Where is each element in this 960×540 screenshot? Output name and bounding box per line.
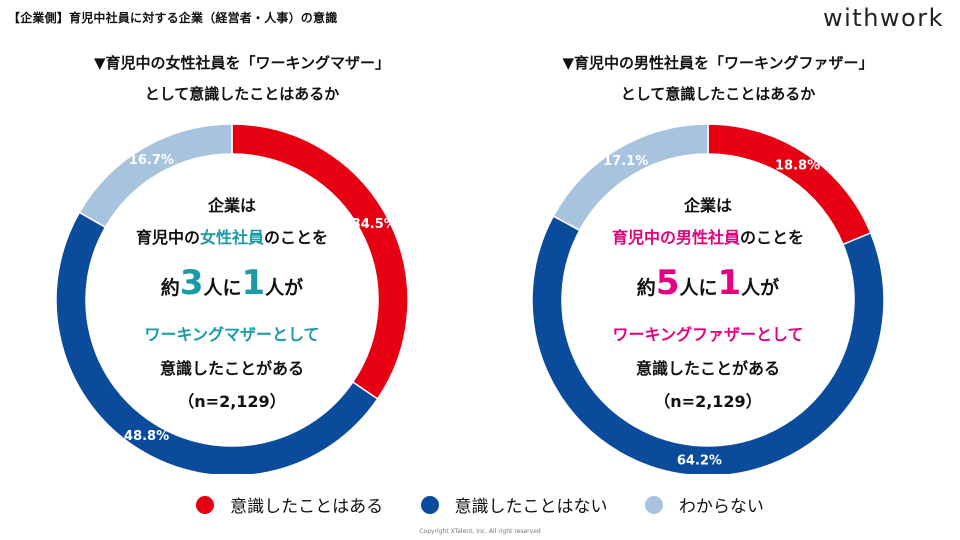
chart-title-line-2: として意識したことはあるか (144, 85, 340, 103)
center-line-4: ワーキングマザーとして (144, 325, 320, 344)
center-line-3-a: 約 (160, 277, 180, 299)
slice-label-not-aware: 64.2% (677, 453, 722, 468)
chart-title-line-1: ▼育児中の女性社員を「ワーキングマザー」 (93, 54, 391, 72)
center-message: 企業は 育児中の男性社員のことを 約5人に1人が ワーキングファザーとして 意識… (518, 190, 898, 419)
donut-slice-not-aware (531, 214, 885, 474)
center-line-3: 約3人に1人が (42, 254, 422, 317)
chart-title-line-1: ▼育児中の男性社員を「ワーキングファザー」 (562, 54, 874, 72)
donut-slice-unknown (78, 124, 233, 229)
center-line-2: 育児中の女性社員のことを (42, 222, 422, 254)
center-number-2: 1 (717, 263, 742, 303)
center-line-1: 企業は (683, 196, 732, 215)
legend-swatch-not-aware (420, 495, 439, 514)
center-line-2-emphasis: 育児中の男性社員 (611, 228, 740, 247)
donut-chart-male: 18.8% 64.2% 17.1% (531, 124, 885, 474)
chart-panel-male: ▼育児中の男性社員を「ワーキングファザー」 として意識したことはあるか 18.8… (518, 48, 918, 480)
chart-panel-female: ▼育児中の女性社員を「ワーキングマザー」 として意識したことはあるか 34.5%… (42, 48, 442, 480)
center-line-4: ワーキングファザーとして (612, 325, 804, 344)
legend-label-aware: 意識したことはある (230, 497, 384, 517)
center-line-2-pre: 育児中の (135, 228, 200, 247)
slice-label-unknown: 17.1% (603, 154, 648, 169)
page-title: 【企業側】育児中社員に対する企業（経営者・人事）の意識 (8, 11, 338, 25)
legend-item-unknown: わからない (644, 492, 764, 517)
slice-label-aware: 34.5% (352, 217, 397, 232)
donut-slice-unknown (552, 124, 709, 232)
legend-item-aware: 意識したことはある (196, 492, 383, 517)
center-number-1: 5 (655, 263, 680, 303)
center-line-2-post: のことを (264, 228, 329, 247)
legend-item-not-aware: 意識したことはない (420, 492, 608, 517)
center-message: 企業は 育児中の女性社員のことを 約3人に1人が ワーキングマザーとして 意識し… (42, 190, 422, 419)
legend: 意識したことはある 意識したことはない わからない (0, 492, 960, 517)
legend-label-unknown: わからない (678, 497, 764, 517)
center-line-2-post: のことを (740, 228, 805, 247)
slice-label-not-aware: 48.8% (124, 429, 169, 444)
center-line-2-emphasis: 女性社員 (199, 228, 264, 247)
center-line-3-a: 約 (636, 277, 656, 299)
donut-chart-female: 34.5% 48.8% 16.7% (55, 124, 409, 474)
chart-title-line-2: として意識したことはあるか (620, 85, 816, 103)
center-line-1: 企業は (207, 196, 256, 215)
center-number-2: 1 (241, 263, 266, 303)
legend-label-not-aware: 意識したことはない (454, 497, 608, 517)
center-line-3-c: 人が (265, 277, 304, 299)
legend-swatch-aware (196, 495, 215, 514)
center-line-5: 意識したことがある (159, 359, 304, 378)
brand-logo: withwork (823, 4, 944, 32)
chart-title: ▼育児中の男性社員を「ワーキングファザー」 として意識したことはあるか (518, 48, 918, 110)
center-sample-size: （n=2,129） (178, 392, 286, 411)
slice-label-unknown: 16.7% (129, 153, 174, 168)
center-line-3: 約5人に1人が (518, 254, 898, 317)
legend-swatch-unknown (644, 495, 663, 514)
copyright-notice: Copyright XTalent, Inc. All right reserv… (419, 528, 541, 535)
center-sample-size: （n=2,129） (654, 392, 762, 411)
slice-label-aware: 18.8% (775, 159, 820, 174)
center-line-2: 育児中の男性社員のことを (518, 222, 898, 254)
center-line-3-c: 人が (741, 277, 780, 299)
center-line-3-b: 人に (679, 277, 718, 299)
center-number-1: 3 (179, 263, 204, 303)
chart-title: ▼育児中の女性社員を「ワーキングマザー」 として意識したことはあるか (42, 48, 442, 110)
center-line-3-b: 人に (203, 277, 242, 299)
center-line-5: 意識したことがある (635, 359, 780, 378)
